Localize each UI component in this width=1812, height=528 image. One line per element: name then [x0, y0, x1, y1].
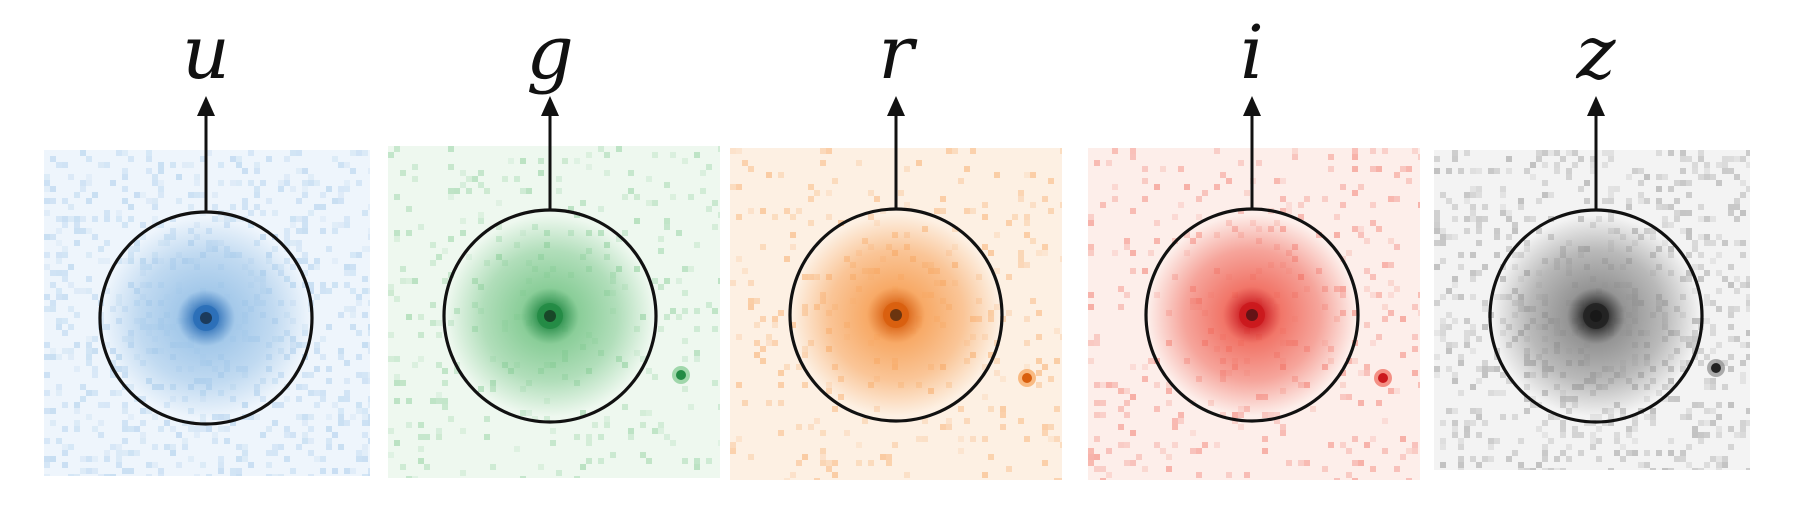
arrow-head [1587, 96, 1605, 116]
galaxy-nucleus [544, 310, 556, 322]
band-label-u: u [182, 10, 230, 96]
band-panel-r: r [730, 10, 1062, 480]
companion-source [1022, 373, 1032, 383]
galaxy-nucleus [200, 312, 212, 324]
band-label-z: z [1576, 10, 1617, 96]
arrow-head [197, 96, 215, 116]
band-panel-u: u [44, 10, 370, 476]
arrow-head [1243, 96, 1261, 116]
galaxy-nucleus [1246, 309, 1258, 321]
galaxy-nucleus [890, 309, 902, 321]
arrow-head [541, 96, 559, 116]
companion-source [1378, 373, 1388, 383]
band-panel-g: g [388, 10, 720, 478]
galaxy-nucleus [1590, 310, 1602, 322]
arrow-head [887, 96, 905, 116]
band-label-r: r [878, 10, 918, 96]
band-label-i: i [1240, 10, 1264, 96]
companion-source [1711, 363, 1721, 373]
band-label-g: g [526, 10, 573, 96]
band-panel-i: i [1088, 10, 1420, 480]
band-panel-z: z [1434, 10, 1750, 470]
companion-source [676, 370, 686, 380]
